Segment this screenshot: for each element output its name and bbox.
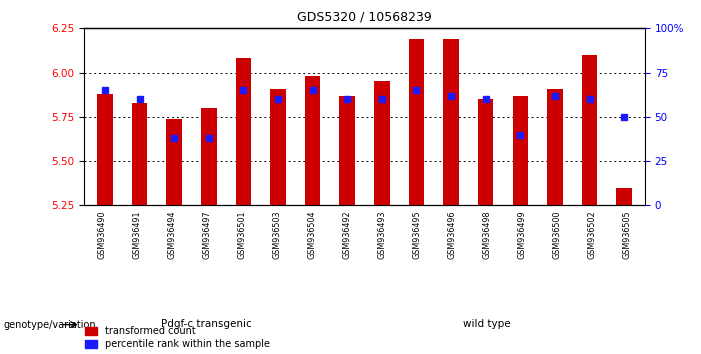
- Text: GSM936503: GSM936503: [273, 211, 281, 259]
- Bar: [547, 88, 563, 205]
- Bar: [97, 94, 113, 205]
- Text: GSM936491: GSM936491: [132, 211, 141, 259]
- Text: GSM936505: GSM936505: [623, 211, 632, 259]
- Text: GSM936498: GSM936498: [483, 211, 491, 259]
- Text: GSM936494: GSM936494: [168, 211, 176, 259]
- Text: genotype/variation: genotype/variation: [4, 320, 96, 330]
- Text: GSM936502: GSM936502: [588, 211, 597, 259]
- Bar: [305, 76, 320, 205]
- Text: GSM936504: GSM936504: [308, 211, 316, 259]
- Text: GSM936499: GSM936499: [518, 211, 526, 259]
- Text: GSM936500: GSM936500: [553, 211, 562, 259]
- Bar: [132, 103, 147, 205]
- Bar: [443, 39, 459, 205]
- Bar: [374, 81, 390, 205]
- Bar: [201, 108, 217, 205]
- Bar: [582, 55, 597, 205]
- Text: GSM936495: GSM936495: [413, 211, 421, 259]
- Bar: [339, 96, 355, 205]
- Bar: [616, 188, 632, 205]
- Bar: [409, 39, 424, 205]
- Bar: [478, 99, 494, 205]
- Text: GSM936497: GSM936497: [203, 211, 211, 259]
- Text: wild type: wild type: [463, 319, 511, 329]
- Text: Pdgf-c transgenic: Pdgf-c transgenic: [161, 319, 252, 329]
- Text: GDS5320 / 10568239: GDS5320 / 10568239: [297, 11, 432, 24]
- Bar: [512, 96, 528, 205]
- Bar: [270, 88, 286, 205]
- Text: GSM936501: GSM936501: [238, 211, 246, 259]
- Bar: [236, 58, 251, 205]
- Bar: [166, 119, 182, 205]
- Text: GSM936493: GSM936493: [378, 211, 386, 259]
- Text: GSM936490: GSM936490: [97, 211, 106, 259]
- Text: GSM936492: GSM936492: [343, 211, 351, 259]
- Legend: transformed count, percentile rank within the sample: transformed count, percentile rank withi…: [86, 326, 270, 349]
- Text: GSM936496: GSM936496: [448, 211, 456, 259]
